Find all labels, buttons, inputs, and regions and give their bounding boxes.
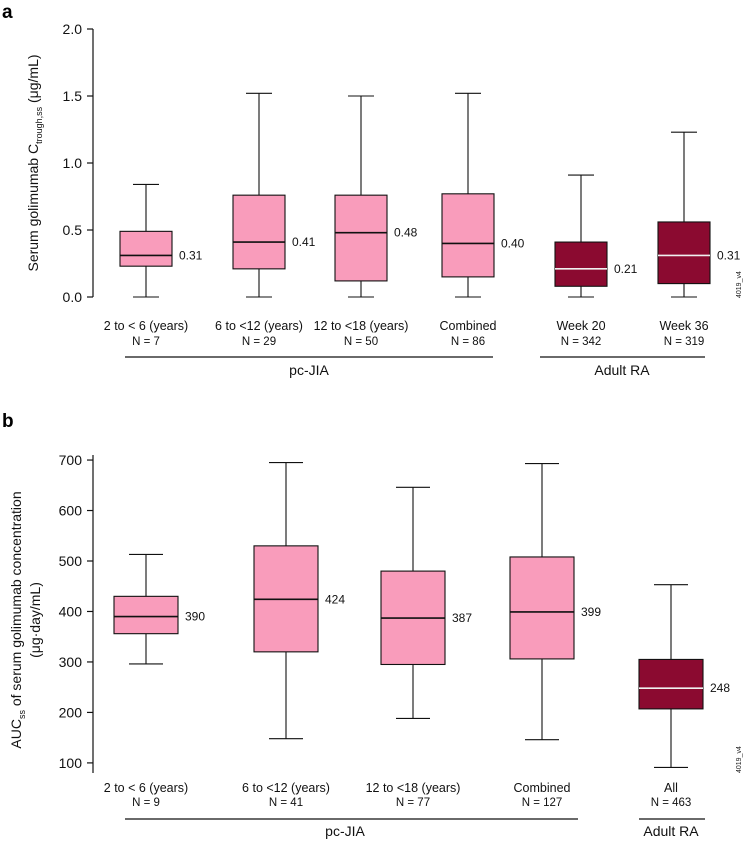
iqr-box	[113, 595, 179, 635]
sample-size-label: N = 29	[242, 336, 276, 348]
panel-a-group-label-pcjia: pc-JIA	[289, 362, 329, 378]
panel-letter-a: a	[2, 2, 13, 23]
panel-a-y-axis-label: Serum golimumab Ctrough,ss (μg/mL)	[25, 54, 44, 271]
iqr-box	[509, 556, 575, 660]
sample-size-label: N = 50	[344, 336, 378, 348]
panel-a-chart: Serum golimumab Ctrough,ss (μg/mL) 0.0 0.…	[25, 21, 743, 378]
y-tick-label: 1.5	[63, 88, 83, 104]
sample-size-label: N = 77	[396, 797, 430, 809]
y-tick-label: 100	[59, 755, 83, 771]
y-tick-label: 0.0	[63, 289, 83, 305]
median-value-label: 387	[452, 611, 472, 625]
y-tick-label: 600	[59, 503, 83, 519]
sample-size-label: N = 86	[451, 336, 485, 348]
category-label: Combined	[514, 781, 571, 795]
sample-size-label: N = 127	[522, 797, 563, 809]
iqr-box	[554, 241, 608, 287]
category-label: 12 to <18 (years)	[314, 319, 409, 333]
sample-size-label: N = 342	[561, 336, 602, 348]
category-label: All	[664, 781, 678, 795]
category-label: Week 20	[556, 319, 605, 333]
y-tick-label: 2.0	[63, 21, 83, 37]
y-tick-label: 400	[59, 603, 83, 619]
y-tick-label: 0.5	[63, 222, 83, 238]
iqr-box	[232, 194, 286, 270]
y-tick-label: 700	[59, 452, 83, 468]
median-value-label: 0.48	[394, 226, 418, 240]
y-tick-label: 500	[59, 553, 83, 569]
panel-b-chart: AUCss of serum golimumab concentration (…	[8, 452, 743, 839]
sample-size-label: N = 7	[132, 336, 160, 348]
sample-size-label: N = 319	[664, 336, 705, 348]
iqr-box	[441, 193, 495, 278]
panel-letter-b: b	[2, 411, 14, 432]
category-label: 6 to <12 (years)	[242, 781, 330, 795]
panel-b-y-axis-units: (μg·day/mL)	[27, 582, 43, 658]
category-label: 12 to <18 (years)	[366, 781, 461, 795]
median-value-label: 390	[185, 610, 205, 624]
median-value-label: 0.40	[501, 236, 525, 250]
panel-b-group-label-adultra: Adult RA	[643, 823, 699, 839]
category-label: Combined	[440, 319, 497, 333]
median-value-label: 0.31	[179, 248, 203, 262]
median-value-label: 0.41	[292, 235, 316, 249]
category-label: Week 36	[659, 319, 708, 333]
panel-a-group-label-adultra: Adult RA	[594, 362, 650, 378]
median-value-label: 424	[325, 592, 345, 606]
sample-size-label: N = 9	[132, 797, 160, 809]
y-tick-label: 1.0	[63, 155, 83, 171]
median-value-label: 248	[710, 681, 730, 695]
panel-b-figure-code: 4019_v4	[736, 746, 743, 773]
sample-size-label: N = 41	[269, 797, 303, 809]
y-tick-label: 300	[59, 654, 83, 670]
sample-size-label: N = 463	[651, 797, 692, 809]
median-value-label: 399	[581, 605, 601, 619]
panel-b-y-axis-label: AUCss of serum golimumab concentration	[8, 491, 27, 748]
median-value-label: 0.31	[717, 248, 741, 262]
category-label: 2 to < 6 (years)	[104, 319, 188, 333]
iqr-box	[119, 230, 173, 267]
category-label: 6 to <12 (years)	[215, 319, 303, 333]
panel-b-group-label-pcjia: pc-JIA	[325, 823, 365, 839]
iqr-box	[638, 658, 704, 710]
category-label: 2 to < 6 (years)	[104, 781, 188, 795]
iqr-box	[334, 194, 388, 282]
median-value-label: 0.21	[614, 262, 638, 276]
panel-a-figure-code: 4019_v4	[736, 271, 743, 298]
iqr-box	[657, 221, 711, 285]
y-tick-label: 200	[59, 704, 83, 720]
